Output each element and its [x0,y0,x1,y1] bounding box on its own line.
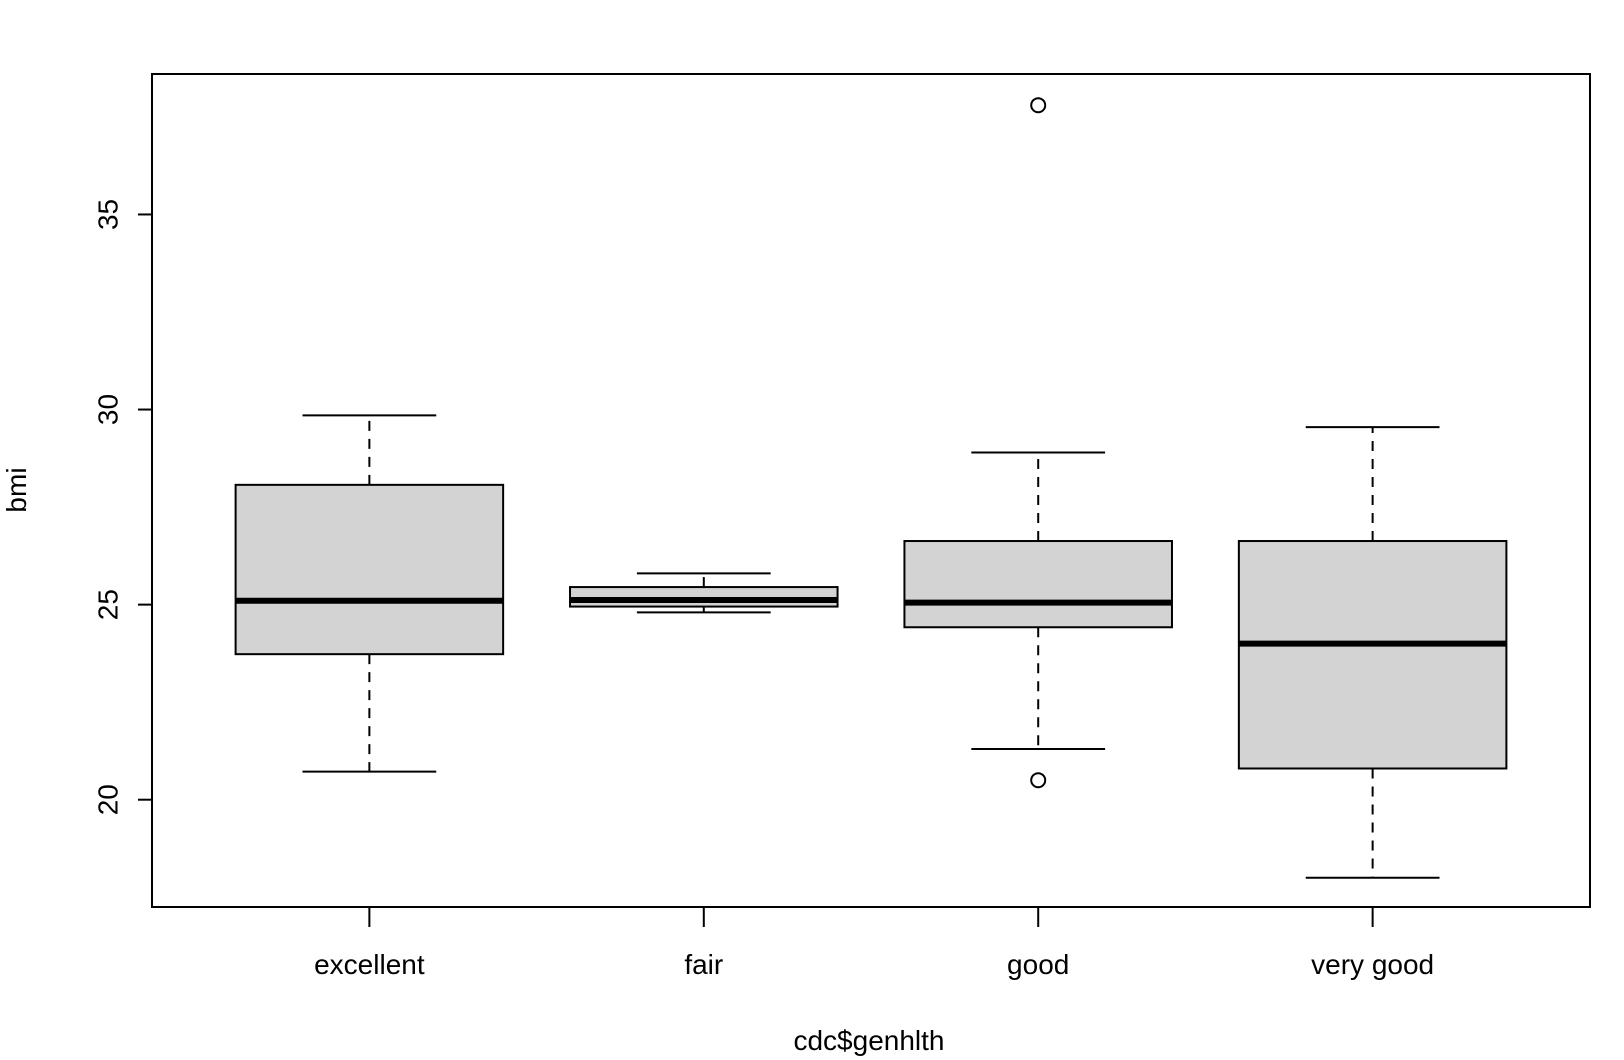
y-tick-label: 35 [92,199,123,230]
x-tick-label: good [1007,949,1069,980]
x-axis: excellent fair good very good [314,907,1434,980]
box-very-good [1237,426,1508,879]
plot-frame [151,73,1591,908]
y-axis-title: bmi [1,467,32,512]
plot-area [151,73,1591,908]
iqr-box [569,586,839,608]
outlier-point [1030,772,1047,789]
iqr-box [1237,540,1508,770]
x-tick-label: very good [1311,949,1434,980]
y-tick-label: 30 [92,394,123,425]
x-axis-title: cdc$genhlth [793,1025,944,1056]
x-tick-label: excellent [314,949,425,980]
y-axis: 20 25 30 35 [92,199,152,815]
outlier-point [1030,97,1047,114]
iqr-box [234,483,505,656]
iqr-box [903,540,1173,629]
y-tick-label: 25 [92,589,123,620]
box-excellent [234,414,505,773]
x-tick-label: fair [684,949,723,980]
box-fair [569,572,839,614]
y-tick-label: 20 [92,784,123,815]
box-good [903,97,1173,789]
